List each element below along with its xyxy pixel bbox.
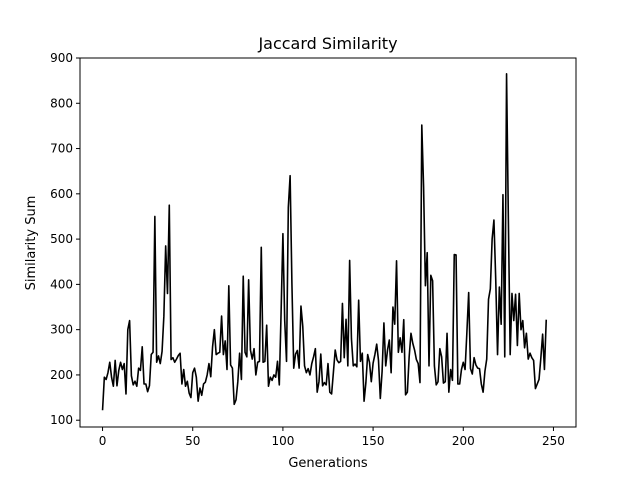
series-line xyxy=(101,73,548,411)
x-axis-label: Generations xyxy=(288,456,368,471)
y-tick-label: 200 xyxy=(50,368,73,382)
axis-ticks: 0 50 100 150 200 250 100 200 300 400 500 600 700 800 9… xyxy=(50,51,565,448)
x-tick-label: 200 xyxy=(452,434,475,448)
y-tick-label: 900 xyxy=(50,51,73,65)
y-axis-label: Similarity Sum xyxy=(24,196,39,291)
x-tick-label: 0 xyxy=(99,434,107,448)
y-tick-label: 100 xyxy=(50,413,73,427)
x-tick-label: 50 xyxy=(185,434,200,448)
y-tick-label: 500 xyxy=(50,232,73,246)
y-tick-label: 700 xyxy=(50,142,73,156)
y-tick-label: 400 xyxy=(50,277,73,291)
y-tick-label: 300 xyxy=(50,323,73,337)
plot-area-frame xyxy=(79,57,577,428)
y-tick-label: 800 xyxy=(50,96,73,110)
x-tick-label: 150 xyxy=(362,434,385,448)
y-tick-label: 600 xyxy=(50,187,73,201)
chart-title: Jaccard Similarity xyxy=(257,34,397,53)
x-tick-label: 100 xyxy=(271,434,294,448)
x-tick-label: 250 xyxy=(542,434,565,448)
